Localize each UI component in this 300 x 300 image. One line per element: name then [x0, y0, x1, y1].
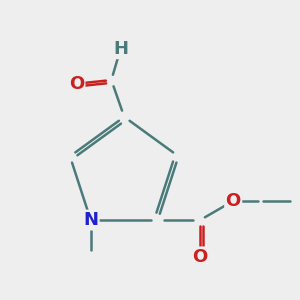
Text: O: O [226, 192, 241, 210]
Text: O: O [69, 75, 84, 93]
Text: O: O [193, 248, 208, 266]
Text: H: H [113, 40, 128, 58]
Text: N: N [83, 211, 98, 229]
